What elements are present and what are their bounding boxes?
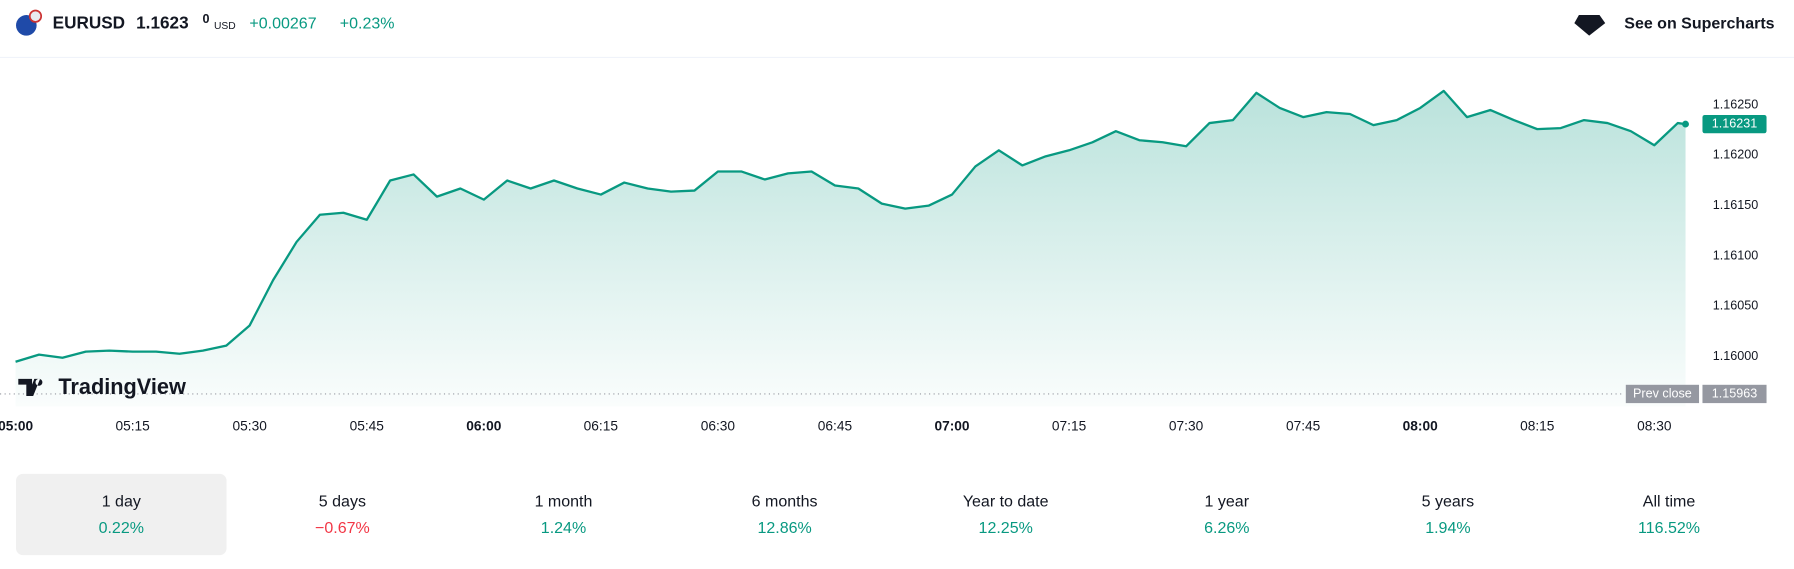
period-label[interactable]: 1 day — [102, 494, 141, 511]
x-tick-label: 07:00 — [934, 419, 969, 434]
x-tick-label: 05:00 — [0, 419, 34, 434]
last-price-box — [1702, 114, 1767, 134]
x-tick-label: 06:45 — [818, 419, 853, 434]
period-label[interactable]: All time — [1643, 494, 1696, 511]
symbol: EURUSD — [53, 13, 125, 33]
x-tick-label: 05:15 — [115, 419, 150, 434]
prev-close-value: 1.15963 — [1712, 386, 1757, 400]
period-change[interactable]: −0.67% — [315, 520, 370, 537]
period-change[interactable]: 6.26% — [1204, 520, 1249, 537]
period-tabs: 1 day 0.22% 5 days −0.67% 1 month 1.24% 6 mont… — [16, 473, 1700, 556]
period-label[interactable]: 1 month — [535, 494, 593, 511]
period-label[interactable]: 1 year — [1205, 494, 1250, 511]
y-tick-label: 1.16150 — [1713, 198, 1758, 212]
y-tick-label: 1.16000 — [1713, 349, 1758, 363]
y-tick-label: 1.16200 — [1713, 148, 1758, 162]
period-label[interactable]: 5 years — [1422, 494, 1474, 511]
price: 1.1623 — [136, 13, 188, 33]
chart: 1.16000 1.16050 1.16100 1.16150 1.16200 1.162… — [0, 89, 1767, 434]
change: +0.00267 — [249, 15, 316, 32]
period-change[interactable]: 0.22% — [99, 520, 144, 537]
prev-close-label: Prev close — [1633, 386, 1692, 400]
watermark-logo — [18, 378, 43, 397]
x-tick-label: 07:45 — [1286, 419, 1321, 434]
x-tick-label: 06:15 — [584, 419, 619, 434]
last-point — [1682, 120, 1689, 128]
symbol-icon — [16, 9, 43, 36]
last-price-label: 1.16231 — [1712, 116, 1757, 130]
price-line — [15, 89, 1686, 363]
x-tick-label: 08:30 — [1637, 419, 1672, 434]
y-tick-label: 1.16100 — [1713, 248, 1758, 262]
supercharts-label[interactable]: See on Supercharts — [1624, 15, 1774, 32]
period-change[interactable]: 1.94% — [1425, 520, 1470, 537]
x-tick-label: 07:30 — [1169, 419, 1204, 434]
change-percent: +0.23% — [340, 15, 395, 32]
period-label[interactable]: 6 months — [752, 494, 818, 511]
price-fraction: 0 — [203, 12, 210, 26]
period-change[interactable]: 116.52% — [1638, 520, 1700, 537]
period-label[interactable]: Year to date — [963, 494, 1049, 511]
x-tick-label: 08:15 — [1520, 419, 1555, 434]
x-tick-label: 05:30 — [233, 419, 268, 434]
y-tick-label: 1.16050 — [1713, 299, 1758, 313]
x-tick-label: 05:45 — [350, 419, 385, 434]
period-change[interactable]: 12.86% — [757, 520, 811, 537]
prev-close-tag — [1625, 384, 1700, 404]
watermark: TradingView — [58, 374, 186, 399]
x-tick-label: 06:30 — [701, 419, 736, 434]
period-label[interactable]: 5 days — [319, 494, 366, 511]
supercharts-link[interactable]: See on Supercharts — [1574, 15, 1775, 36]
x-tick-label: 06:00 — [466, 419, 501, 434]
supercharts-icon — [1574, 15, 1606, 36]
selected-tab-bg — [16, 473, 227, 556]
x-tick-label: 08:00 — [1403, 419, 1438, 434]
currency: USD — [214, 21, 236, 32]
area-fill — [15, 90, 1686, 407]
period-change[interactable]: 1.24% — [541, 520, 586, 537]
y-tick-label: 1.16250 — [1713, 97, 1758, 111]
period-change[interactable]: 12.25% — [979, 520, 1033, 537]
prev-close-value-box — [1702, 384, 1767, 404]
x-tick-label: 07:15 — [1052, 419, 1087, 434]
